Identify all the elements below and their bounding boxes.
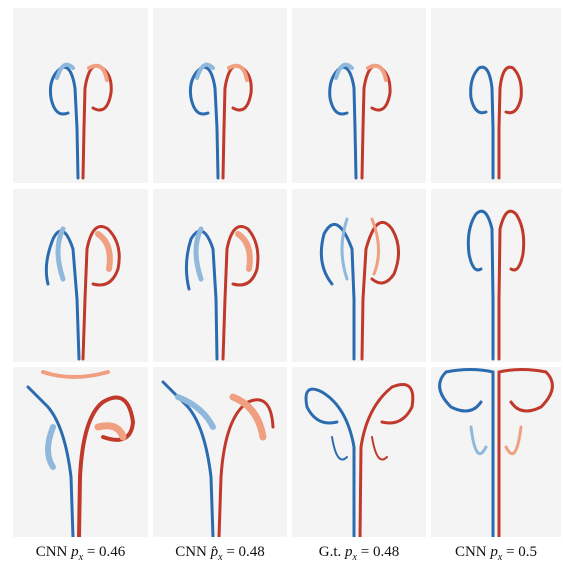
panel-r1-c2 [153,8,287,183]
column-label-1: CNN px = 0.46 [35,544,126,563]
vorticity-field-r1-c4 [469,65,523,180]
panel-r3-c3 [292,367,426,537]
vorticity-field-r3-c4 [438,368,554,537]
vorticity-field-r2-c4 [466,209,526,361]
panel-r1-c1 [13,8,148,183]
panel-r2-c1 [13,189,148,362]
vorticity-field-r3-c3 [304,383,415,537]
panel-r3-c4 [431,367,561,537]
panel-r3-c1 [13,367,148,537]
vorticity-field-r2-c3 [319,217,400,361]
panel-r1-c4 [431,8,561,183]
vorticity-field-r2-c1 [44,225,121,361]
vorticity-field-r3-c1 [26,370,136,537]
panel-r2-c2 [153,189,287,362]
panel-r2-c4 [431,189,561,362]
column-label-3: G.t. px = 0.48 [318,544,400,563]
column-label-4: CNN px = 0.5 [454,544,538,563]
panel-r3-c2 [153,367,287,537]
vorticity-field-r1-c2 [189,62,253,180]
panel-r2-c3 [292,189,426,362]
vorticity-field-r1-c1 [49,62,113,180]
vorticity-field-r1-c3 [328,62,392,180]
vorticity-field-r3-c2 [161,380,275,537]
column-label-2: CNN p̂x = 0.48 [175,544,265,563]
vorticity-field-r2-c2 [184,225,260,361]
panel-r1-c3 [292,8,426,183]
